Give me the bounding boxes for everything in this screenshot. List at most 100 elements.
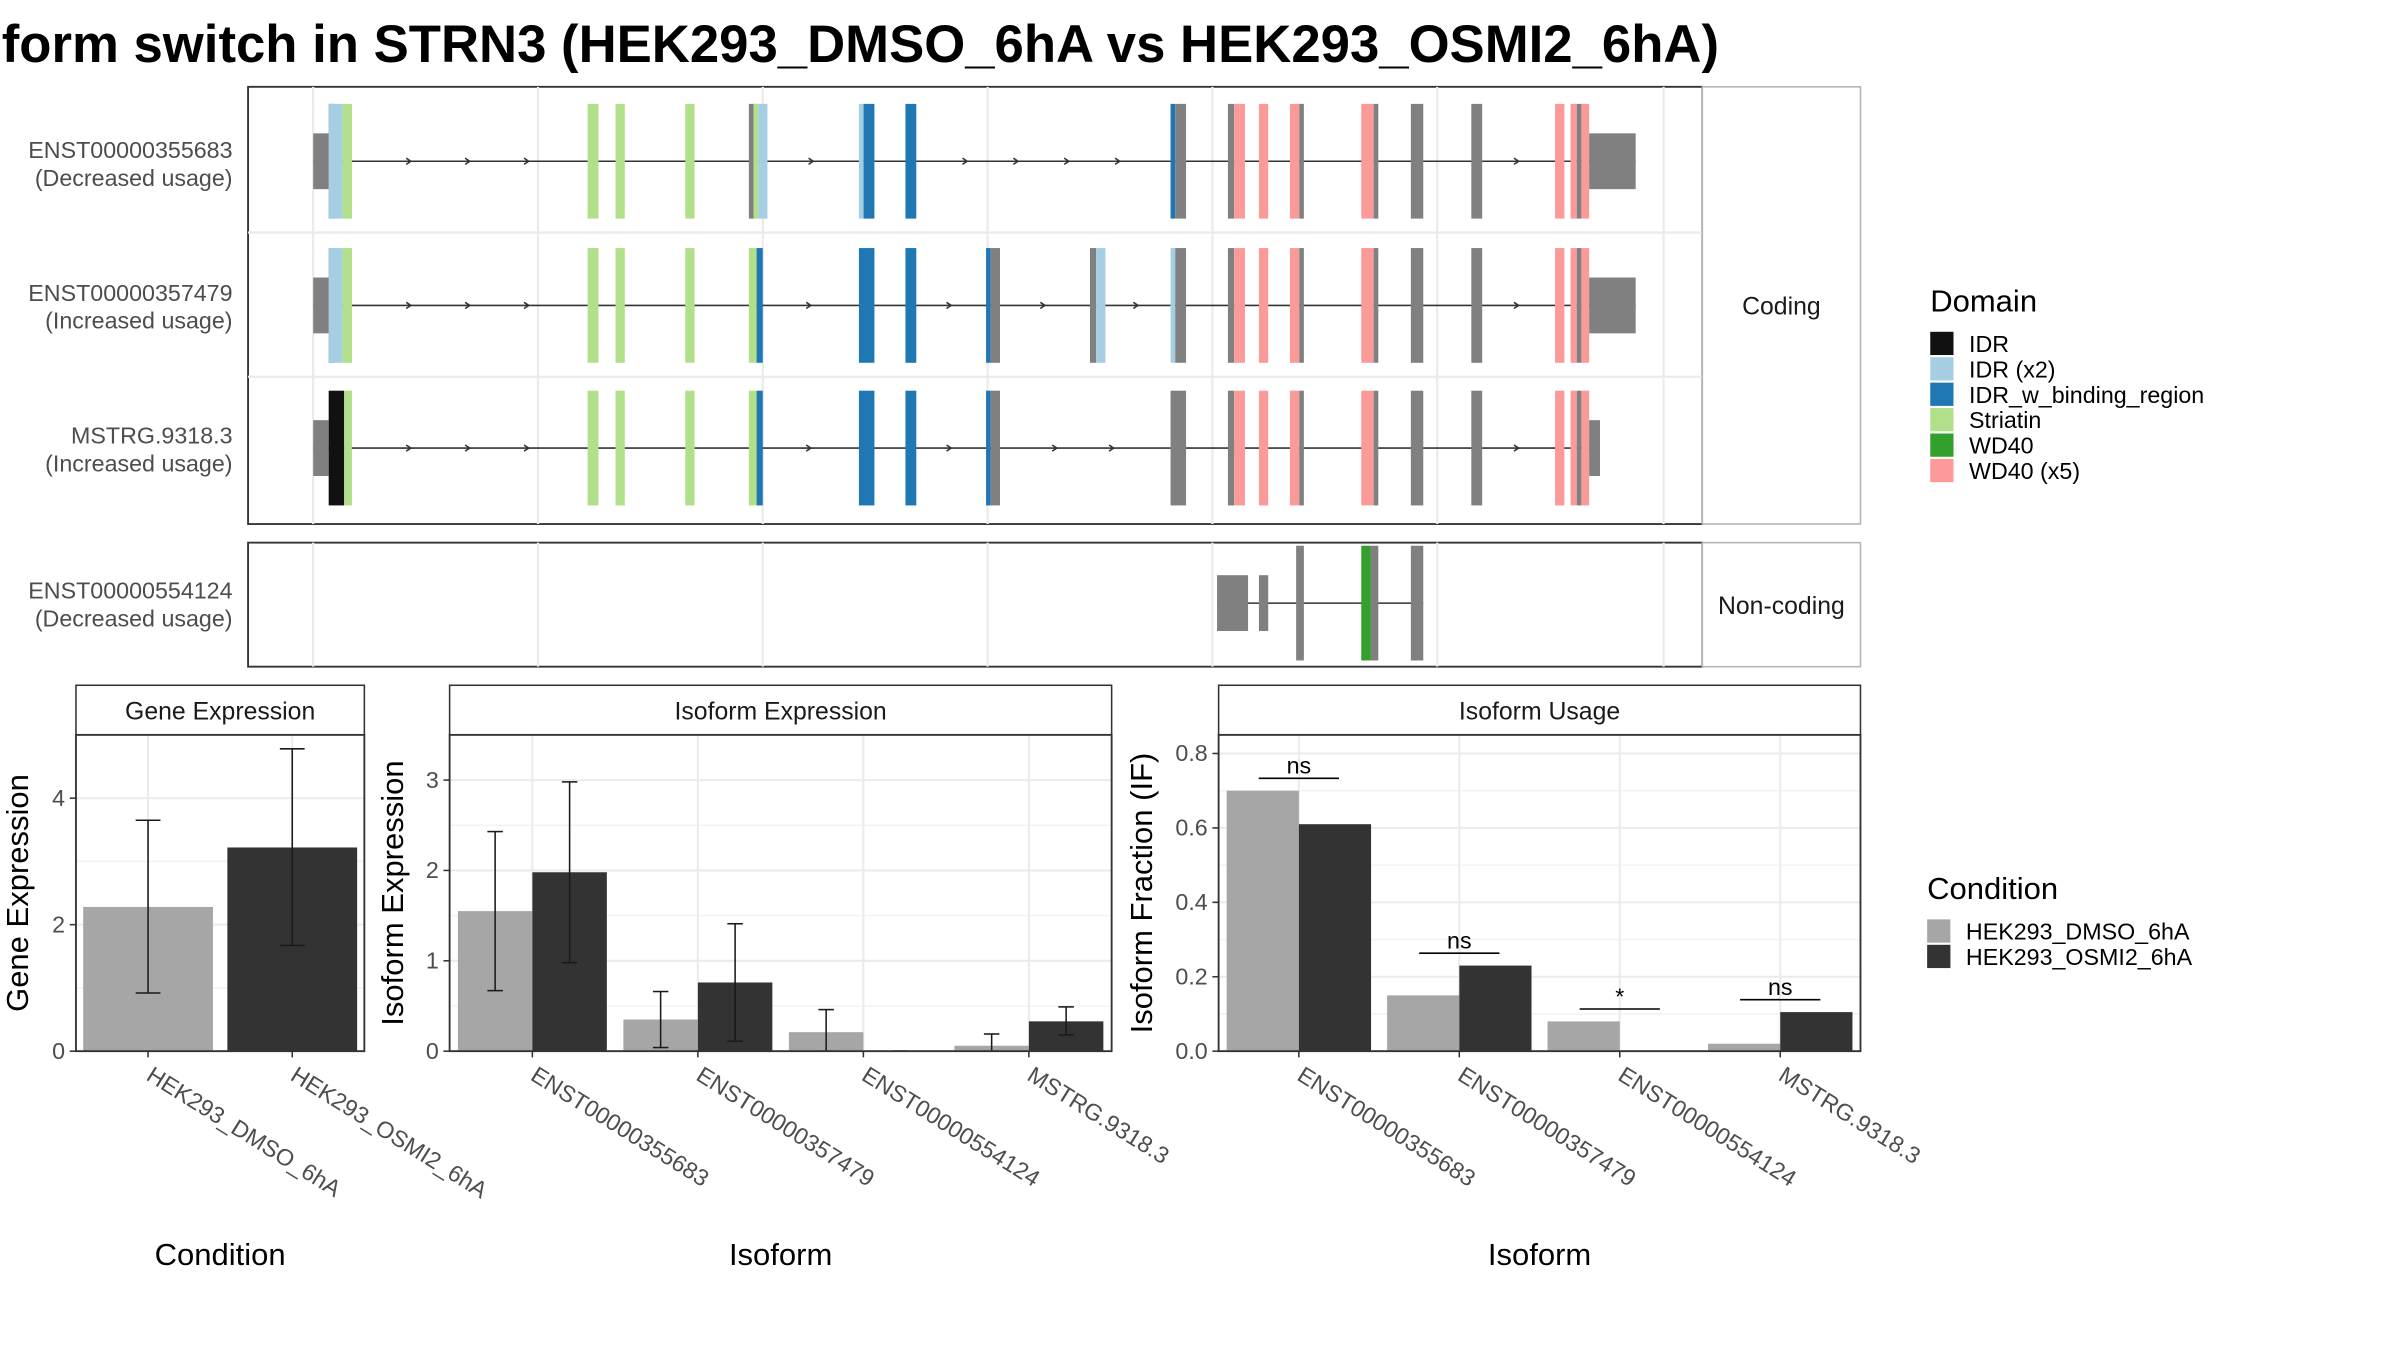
transcript-label-2-id: ENST00000357479 (28, 280, 232, 306)
x-tick-label: ENST00000554124 (858, 1061, 1045, 1191)
transcript-ENST00000355683-exon (758, 103, 768, 219)
transcript-ENST00000357479-arrow (805, 301, 813, 310)
transcript-ENST00000355683-exon (685, 103, 695, 219)
transcript-ENST00000357479-exon (986, 248, 991, 363)
transcript-ENST00000355683-exon (905, 103, 917, 219)
transcript-MSTRG-9318-3-exon (1227, 390, 1235, 506)
transcript-ENST00000355683-exon (1258, 103, 1269, 219)
transcript-ENST00000554124-exon (1258, 575, 1269, 632)
coding-tracks (313, 103, 1636, 506)
strip-noncoding-bg (1701, 541, 1862, 668)
transcript-ENST00000355683-arrow (962, 157, 969, 165)
y-tick-label: 0.0 (1175, 1038, 1207, 1064)
transcript-MSTRG-9318-3-exon (1471, 390, 1483, 506)
transcript-ENST00000357479-arrow (1513, 301, 1521, 310)
transcript-ENST00000355683-exon (1410, 103, 1424, 219)
transcript-MSTRG-9318-3-arrow (405, 444, 413, 452)
domain-legend-key (1930, 433, 1954, 457)
transcript-ENST00000357479-exon (1299, 248, 1304, 363)
domain-legend-key (1930, 357, 1954, 381)
transcript-MSTRG-9318-3-exon (1576, 390, 1582, 506)
transcript-MSTRG-9318-3-exon (344, 390, 352, 506)
x-axis-title: Condition (155, 1237, 286, 1272)
transcript-ENST00000355683-exon (753, 103, 759, 219)
x-tick-label: ENST00000357479 (1454, 1061, 1641, 1191)
strip-coding-bg (1701, 86, 1862, 525)
y-tick-label: 0 (52, 1038, 65, 1064)
transcript-ENST00000355683-exon (1289, 103, 1300, 219)
transcript-ENST00000357479-exon (1234, 248, 1245, 363)
transcript-ENST00000355683-exon (1234, 103, 1245, 219)
y-axis-title: Isoform Fraction (IF) (1124, 753, 1159, 1034)
y-axis-title: Isoform Expression (375, 760, 410, 1025)
transcript-ENST00000357479-exon (342, 248, 352, 363)
x-tick-label: ENST00000355683 (527, 1061, 714, 1191)
transcript-MSTRG-9318-3-exon (858, 390, 875, 506)
domain-legend-label: IDR (1969, 331, 2009, 357)
transcript-MSTRG-9318-3-exon (587, 390, 599, 506)
transcript-ENST00000357479-exon (615, 248, 625, 363)
transcript-ENST00000355683-exon (342, 103, 352, 219)
transcript-MSTRG-9318-3-arrow (464, 444, 472, 452)
transcript-ENST00000357479-exon (748, 248, 757, 363)
figure-title: Isoform switch in STRN3 (HEK293_DMSO_6hA… (0, 15, 1719, 74)
domain-legend-title: Domain (1930, 284, 2037, 319)
transcript-ENST00000355683-arrow (523, 157, 531, 165)
transcript-MSTRG-9318-3-exon (1234, 390, 1245, 506)
transcript-ENST00000357479-exon (587, 248, 599, 363)
transcript-ENST00000355683-exon (1570, 103, 1577, 219)
transcript-ENST00000357479-exon (685, 248, 695, 363)
transcript-ENST00000355683-exon (328, 103, 343, 219)
transcript-label-3-id: MSTRG.9318.3 (71, 422, 233, 448)
transcript-ENST00000355683-exon (1581, 103, 1590, 219)
transcript-ENST00000357479-arrow (464, 301, 472, 310)
chart-frame (448, 733, 1113, 1053)
transcript-ENST00000357479-exon (1170, 248, 1176, 363)
transcript-MSTRG-9318-3-exon (1570, 390, 1577, 506)
transcript-ENST00000355683-exon (1170, 103, 1176, 219)
transcript-label-4-usage: (Decreased usage) (35, 605, 233, 631)
transcript-ENST00000355683-exon (858, 103, 864, 219)
condition-legend-key (1927, 919, 1951, 943)
y-tick-label: 2 (52, 911, 65, 937)
transcript-ENST00000355683-arrow (405, 157, 413, 165)
transcript-ENST00000355683-exon (1175, 103, 1187, 219)
transcript-ENST00000355683-arrow (1063, 157, 1071, 165)
domain-legend-label: Striatin (1969, 407, 2041, 433)
transcript-ENST00000357479-exon (1227, 248, 1235, 363)
y-tick-label: 0.2 (1175, 964, 1207, 990)
y-tick-label: 2 (426, 857, 439, 883)
significance-label: * (1615, 983, 1624, 1009)
chart-1: Isoform Expression0123ENST00000355683ENS… (375, 684, 1174, 1272)
transcript-ENST00000357479-exon (1555, 248, 1565, 363)
transcript-ENST00000357479-exon (1258, 248, 1269, 363)
y-tick-label: 0.4 (1175, 889, 1207, 915)
noncoding-tracks (1217, 545, 1424, 661)
transcript-ENST00000554124-exon (1410, 545, 1424, 661)
significance-label: ns (1287, 753, 1312, 779)
transcript-MSTRG-9318-3-exon (328, 390, 345, 506)
bar (1459, 965, 1532, 1052)
domain-legend-label: WD40 (x5) (1969, 458, 2080, 484)
strip-noncoding: Non-coding (1718, 593, 1845, 620)
transcript-ENST00000355683-exon (1576, 103, 1582, 219)
y-tick-label: 4 (52, 785, 65, 811)
transcript-MSTRG-9318-3-arrow (805, 444, 813, 452)
transcript-label-4-id: ENST00000554124 (28, 577, 232, 603)
domain-legend-key (1930, 382, 1954, 406)
domain-legend-key (1930, 408, 1954, 432)
x-tick-label: ENST00000554124 (1614, 1061, 1801, 1191)
transcript-ENST00000355683-exon (1361, 103, 1374, 219)
transcript-ENST00000357479-exon (1471, 248, 1483, 363)
transcript-MSTRG-9318-3-exon (1581, 390, 1590, 506)
transcript-ENST00000357479-exon (1410, 248, 1424, 363)
condition-legend: Condition HEK293_DMSO_6hAHEK293_OSMI2_6h… (1927, 871, 2193, 970)
transcript-ENST00000554124-exon (1296, 545, 1304, 661)
condition-legend-key (1927, 944, 1951, 969)
bar (1547, 1021, 1620, 1052)
transcript-ENST00000355683-exon (748, 103, 757, 219)
transcript-MSTRG-9318-3-arrow (946, 444, 953, 452)
